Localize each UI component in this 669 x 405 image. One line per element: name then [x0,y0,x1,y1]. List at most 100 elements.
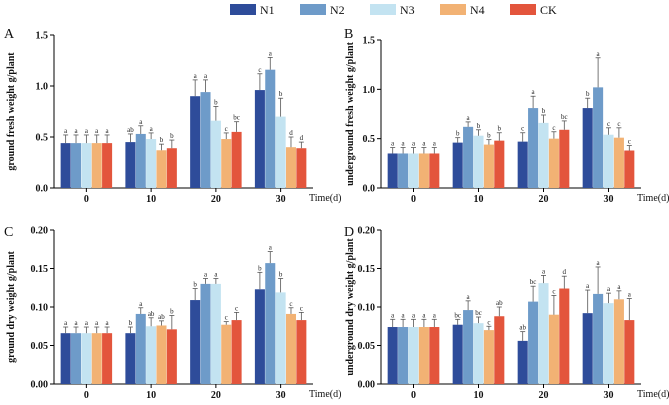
y-tick-label-c: 0.05 [31,341,49,352]
x-tick-label-a: 20 [211,194,221,205]
bar-b-n4-0 [418,153,429,188]
y-tick-label-d: 0.10 [358,303,376,314]
x-axis-label-a: Time(d) [309,193,341,204]
bar-d-n3-30 [603,303,614,384]
sig-label-c-ck-20: c [235,304,238,312]
sig-label-c-ck-30: c [300,304,303,312]
y-tick-label-b: 0.0 [363,184,376,195]
bar-d-n1-0 [387,327,398,384]
sig-label-c-n4-30: c [289,300,292,308]
bar-c-n4-20 [221,324,232,384]
bar-d-n3-20 [538,283,549,384]
y-tick-label-b: 1.5 [363,36,376,47]
sig-label-c-n1-10: b [129,319,133,327]
x-axis-label-d: Time(d) [637,389,669,400]
bar-b-n3-30 [603,134,614,188]
sig-label-d-n3-30: a [607,285,611,293]
sig-label-a-n1-10: ab [127,126,134,134]
sig-label-b-n4-20: c [552,124,555,132]
sig-label-d-ck-10: ab [496,299,503,307]
bar-b-n2-30 [593,87,604,188]
sig-label-c-n4-20: c [225,314,228,322]
y-tick-label-a: 1.0 [36,82,49,93]
x-tick-label-a: 30 [276,194,286,205]
sig-label-d-n1-20: ab [519,324,526,332]
bar-d-n1-10 [452,324,463,384]
sig-label-c-n1-20: b [193,281,197,289]
sig-label-d-n3-10: bc [475,309,482,317]
sig-label-a-n4-0: a [95,127,99,135]
bar-c-n4-30 [285,313,297,384]
sig-label-a-n1-20: a [194,72,198,80]
sig-label-a-n3-20: b [214,98,218,106]
bar-b-ck-30 [624,150,635,188]
bar-d-n4-30 [613,299,624,384]
sig-label-c-n3-20: a [214,271,218,279]
sig-label-d-ck-30: a [628,291,632,299]
bar-a-n3-20 [210,120,221,188]
bar-c-n1-30 [254,289,265,384]
sig-label-c-n1-30: b [258,264,262,272]
bar-a-n1-0 [60,143,71,188]
bar-b-n2-0 [398,153,409,188]
sig-label-c-ck-0: a [106,319,110,327]
sig-label-b-n3-0: a [412,140,416,148]
y-tick-label-d: 0.15 [358,264,376,275]
bar-c-n1-20 [190,300,201,384]
bar-d-n4-20 [548,314,559,384]
bar-d-n4-10 [483,330,494,384]
bar-a-n4-10 [156,150,167,188]
bar-a-n2-20 [200,92,211,188]
y-tick-label-a: 1.5 [36,31,49,42]
x-tick-label-c: 0 [84,390,89,401]
y-tick-label-a: 0.5 [36,133,49,144]
bar-b-ck-20 [559,129,570,188]
bar-d-n2-20 [528,301,539,384]
sig-label-b-ck-0: a [433,140,437,148]
sig-label-d-n2-30: a [597,259,601,267]
x-tick-label-b: 20 [539,194,549,205]
sig-label-c-n4-0: a [95,319,99,327]
bar-a-n1-20 [190,96,201,188]
sig-label-d-n2-10: a [467,293,471,301]
sig-label-c-n2-10: a [139,300,143,308]
bar-b-n3-20 [538,122,549,188]
bar-d-ck-30 [624,320,635,384]
bar-c-n1-0 [60,333,71,384]
bar-a-n4-0 [91,143,102,188]
bar-a-n2-30 [265,69,276,188]
sig-label-b-n3-10: b [477,122,481,130]
legend-label-n4: N4 [470,3,485,17]
y-tick-label-a: 0.0 [36,184,49,195]
sig-label-b-n4-30: c [617,120,620,128]
sig-label-d-n3-20: a [542,267,546,275]
bar-a-n3-30 [275,116,286,188]
bar-d-ck-20 [559,288,570,384]
bar-a-ck-0 [102,143,113,188]
x-tick-label-a: 0 [84,194,89,205]
sig-label-a-n3-10: a [150,125,154,133]
y-axis-label-a: ground fresh weight g/plant [6,52,17,171]
sig-label-a-n3-30: b [279,90,283,98]
y-tick-label-d: 0.20 [358,226,376,237]
bar-b-n3-10 [473,135,484,188]
bar-d-n1-20 [517,340,528,384]
x-axis-label-c: Time(d) [309,389,341,400]
sig-label-c-n3-10: ab [148,310,155,318]
sig-label-a-ck-20: bc [233,114,240,122]
sig-label-a-n4-30: d [289,129,293,137]
x-tick-label-c: 20 [211,390,221,401]
sig-label-c-ck-10: b [170,307,174,315]
bar-b-ck-0 [429,153,440,188]
x-axis-label-b: Time(d) [637,193,669,204]
sig-label-a-n1-0: a [64,127,68,135]
bar-b-n2-10 [463,126,474,188]
bar-d-n2-10 [463,310,474,384]
sig-label-a-n2-10: a [139,118,143,126]
sig-label-b-n1-20: c [521,125,524,133]
sig-label-d-n4-20: c [552,287,555,295]
bar-d-n3-10 [473,323,484,384]
